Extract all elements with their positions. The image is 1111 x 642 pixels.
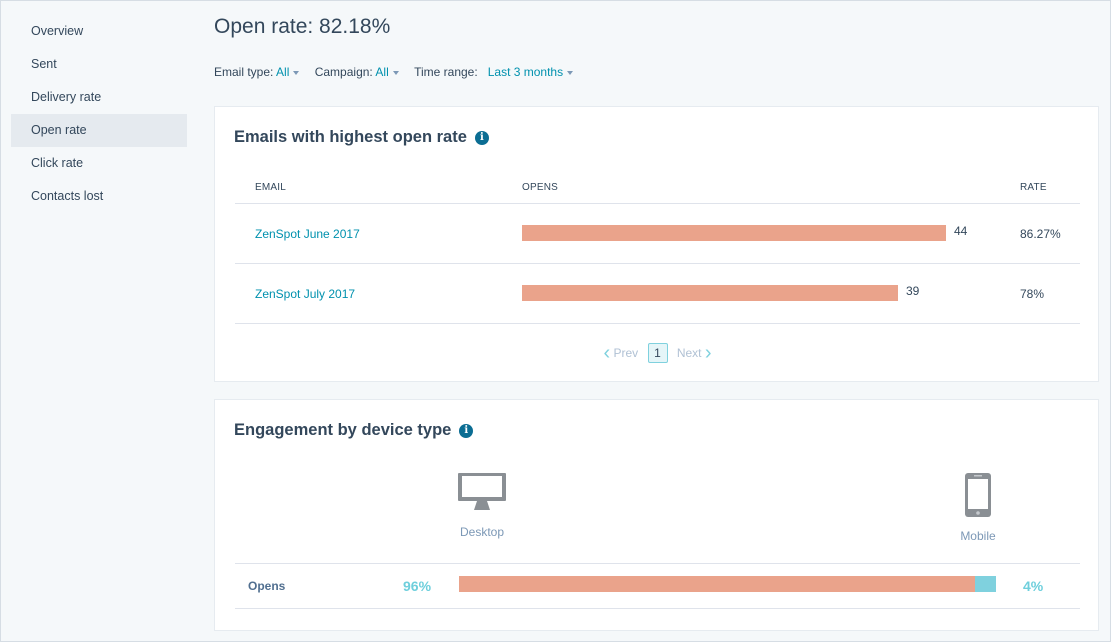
mobile-label: Mobile (960, 529, 996, 543)
desktop-label: Desktop (459, 525, 505, 539)
time-range-filter-value[interactable]: Last 3 months (487, 65, 564, 79)
opens-row-label: Opens (248, 579, 286, 593)
highest-open-rate-card: Emails with highest open rate i EMAIL OPE… (214, 106, 1099, 382)
table-header: EMAIL OPENS RATE (235, 170, 1080, 204)
sidebar-item-click-rate[interactable]: Click rate (31, 156, 84, 170)
info-icon[interactable]: i (474, 131, 489, 145)
sidebar-item-delivery-rate[interactable]: Delivery rate (31, 90, 102, 104)
page-title: Open rate: 82.18% (214, 15, 391, 38)
sidebar-item-sent[interactable]: Sent (31, 57, 57, 71)
column-header-rate: RATE (1020, 182, 1047, 193)
caret-down-icon[interactable] (293, 70, 300, 75)
pagination: ‹ Prev 1 Next › (215, 343, 1100, 363)
time-range-filter[interactable]: Time range: Last 3 months (414, 65, 579, 79)
mobile-percentage: 4% (1023, 578, 1044, 594)
mobile-column: Mobile (954, 472, 1002, 543)
sidebar-item-open-rate[interactable]: Open rate (11, 114, 187, 147)
chevron-right-icon[interactable]: › (704, 342, 712, 364)
rate-value: 86.27% (1020, 227, 1061, 241)
column-header-email: EMAIL (255, 182, 287, 193)
time-range-filter-label: Time range: (414, 65, 478, 79)
opens-value: 44 (954, 224, 968, 238)
card-title: Emails with highest open rate i (234, 128, 489, 147)
opens-bar (522, 225, 946, 241)
card-title-text: Engagement by device type (234, 421, 452, 439)
email-type-filter-value[interactable]: All (276, 65, 290, 79)
card-title: Engagement by device type i (234, 421, 474, 440)
sidebar: Overview Sent Delivery rate Open rate Cl… (1, 1, 197, 641)
filter-bar: Email type: All Campaign: All Time range… (214, 65, 585, 79)
email-link[interactable]: ZenSpot June 2017 (255, 227, 360, 241)
email-type-filter-label: Email type: (214, 65, 274, 79)
mobile-phone-icon (965, 473, 991, 517)
desktop-percentage: 96% (403, 578, 432, 594)
sidebar-item-overview[interactable]: Overview (31, 24, 84, 38)
caret-down-icon[interactable] (392, 70, 399, 75)
next-button[interactable]: Next (676, 346, 702, 360)
device-engagement-card: Engagement by device type i Desktop Mobil… (214, 399, 1099, 631)
desktop-monitor-icon (458, 473, 506, 510)
campaign-filter[interactable]: Campaign: All (315, 65, 408, 79)
info-icon[interactable]: i (459, 424, 474, 438)
rate-value: 78% (1020, 287, 1045, 301)
device-opens-row: Opens 96% 4% (235, 563, 1080, 609)
device-split-bar (459, 576, 996, 592)
campaign-filter-label: Campaign: (314, 65, 373, 79)
email-link[interactable]: ZenSpot July 2017 (255, 287, 356, 301)
card-title-text: Emails with highest open rate (234, 128, 467, 146)
table-row: ZenSpot July 2017 39 78% (235, 264, 1080, 324)
email-type-filter[interactable]: Email type: All (214, 65, 309, 79)
table-row: ZenSpot June 2017 44 86.27% (235, 204, 1080, 264)
campaign-filter-value[interactable]: All (375, 65, 389, 79)
prev-button[interactable]: Prev (613, 346, 639, 360)
chevron-left-icon[interactable]: ‹ (603, 342, 611, 364)
mobile-share-bar (975, 576, 996, 592)
column-header-opens: OPENS (522, 182, 559, 193)
desktop-share-bar (459, 576, 975, 592)
opens-value: 39 (906, 284, 920, 298)
caret-down-icon[interactable] (567, 70, 574, 75)
sidebar-item-contacts-lost[interactable]: Contacts lost (31, 189, 104, 203)
page-1-button[interactable]: 1 (647, 343, 668, 363)
desktop-column: Desktop (455, 472, 509, 539)
opens-bar (522, 285, 898, 301)
